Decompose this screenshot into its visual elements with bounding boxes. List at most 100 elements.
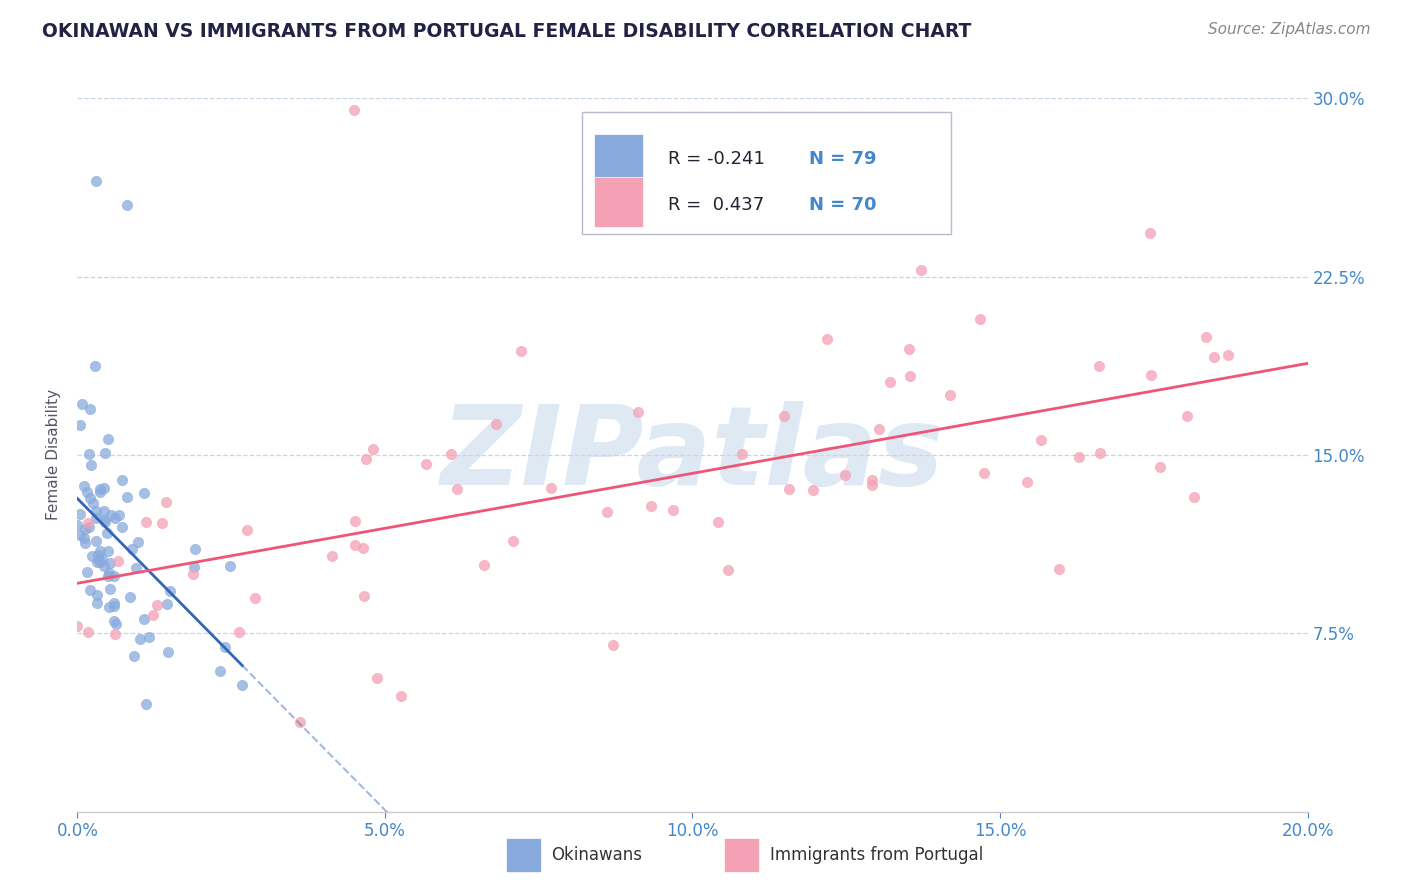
Point xyxy=(115,198,138,212)
Point xyxy=(132,486,155,500)
Point xyxy=(439,447,461,461)
Point xyxy=(661,503,683,517)
Point xyxy=(1218,348,1240,362)
Point xyxy=(86,596,108,610)
Point xyxy=(1088,446,1111,460)
Point xyxy=(596,505,619,519)
Point xyxy=(96,525,118,540)
Point xyxy=(150,516,173,530)
Point xyxy=(1182,490,1205,504)
Point xyxy=(209,664,232,678)
Point xyxy=(98,556,121,570)
Point xyxy=(834,468,856,483)
Point xyxy=(1149,460,1171,475)
Text: R = -0.241: R = -0.241 xyxy=(668,150,765,168)
Point xyxy=(354,451,377,466)
Point xyxy=(69,418,91,433)
Point xyxy=(90,552,112,566)
Point xyxy=(84,359,107,373)
Point xyxy=(183,560,205,574)
Point xyxy=(228,624,250,639)
Point xyxy=(214,640,236,655)
Point xyxy=(93,481,115,495)
Point xyxy=(84,533,107,548)
Point xyxy=(87,553,110,567)
Point xyxy=(66,619,89,633)
Point xyxy=(98,582,121,597)
Point xyxy=(89,482,111,496)
Point xyxy=(76,485,98,500)
Point xyxy=(97,569,120,583)
Point xyxy=(84,511,107,525)
Point xyxy=(86,588,108,602)
Point xyxy=(69,507,91,521)
Point xyxy=(73,478,96,492)
Point xyxy=(100,508,122,522)
Point xyxy=(80,549,103,563)
Point xyxy=(602,638,624,652)
Point xyxy=(93,559,115,574)
Point xyxy=(142,608,165,623)
Point xyxy=(1067,450,1090,465)
Point xyxy=(135,698,157,712)
Point xyxy=(235,524,257,538)
Point xyxy=(389,690,412,704)
Point xyxy=(1139,227,1161,241)
Point xyxy=(156,645,179,659)
Point xyxy=(155,495,177,509)
Point xyxy=(778,483,800,497)
Point xyxy=(93,446,115,460)
Point xyxy=(107,554,129,568)
Point xyxy=(103,569,125,583)
Point xyxy=(366,671,388,685)
Point xyxy=(97,432,120,446)
Point xyxy=(860,478,883,492)
Point xyxy=(707,515,730,529)
Point xyxy=(89,555,111,569)
Point xyxy=(1029,433,1052,447)
Point xyxy=(898,368,921,383)
Point xyxy=(103,599,125,613)
Point xyxy=(122,649,145,664)
Text: R =  0.437: R = 0.437 xyxy=(668,196,763,214)
Point xyxy=(79,458,101,472)
Bar xyxy=(595,134,644,184)
Point xyxy=(860,473,883,487)
Point xyxy=(77,516,100,530)
Point xyxy=(898,342,921,356)
Point xyxy=(231,678,253,692)
Text: Source: ZipAtlas.com: Source: ZipAtlas.com xyxy=(1208,22,1371,37)
Point xyxy=(125,561,148,575)
Text: Immigrants from Portugal: Immigrants from Portugal xyxy=(770,847,984,864)
Text: N = 70: N = 70 xyxy=(810,196,877,214)
Text: OKINAWAN VS IMMIGRANTS FROM PORTUGAL FEMALE DISABILITY CORRELATION CHART: OKINAWAN VS IMMIGRANTS FROM PORTUGAL FEM… xyxy=(42,22,972,41)
Text: Okinawans: Okinawans xyxy=(551,847,643,864)
Bar xyxy=(595,177,644,227)
Point xyxy=(66,518,89,533)
Point xyxy=(415,457,437,471)
Point xyxy=(115,491,138,505)
Text: ZIPatlas: ZIPatlas xyxy=(440,401,945,508)
Point xyxy=(910,263,932,277)
Point xyxy=(472,558,495,573)
Point xyxy=(540,481,562,495)
Point xyxy=(89,543,111,558)
Text: N = 79: N = 79 xyxy=(810,150,877,168)
Point xyxy=(219,558,242,573)
Point xyxy=(77,447,100,461)
Point xyxy=(138,630,160,644)
Point xyxy=(640,499,662,513)
Point xyxy=(361,442,384,457)
Point xyxy=(118,591,141,605)
Point xyxy=(97,566,120,580)
Point xyxy=(939,388,962,402)
Point xyxy=(973,466,995,480)
Point xyxy=(79,491,101,505)
Point xyxy=(79,583,101,598)
Point xyxy=(110,520,132,534)
Point xyxy=(343,103,366,117)
Point xyxy=(82,496,104,510)
Point xyxy=(84,174,107,188)
Point xyxy=(290,715,312,730)
Point xyxy=(121,541,143,556)
